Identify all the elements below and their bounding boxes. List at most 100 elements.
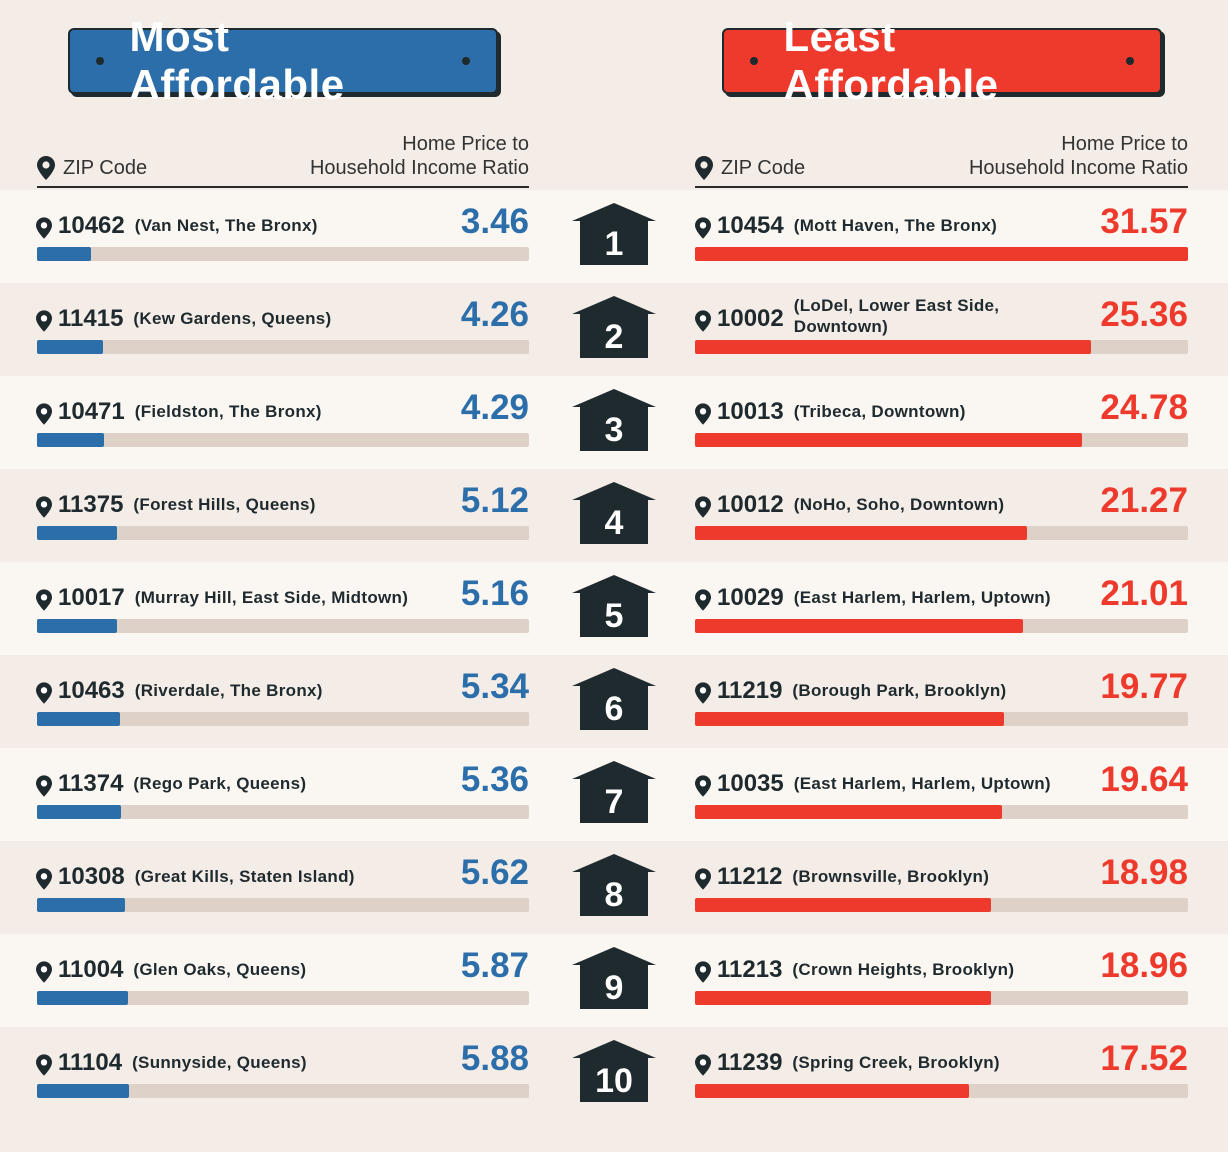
left-zip-code: 11374 — [58, 770, 124, 797]
right-neighborhood: (Spring Creek, Brooklyn) — [792, 1053, 1000, 1072]
right-zip-code: 11239 — [717, 1049, 783, 1076]
right-neighborhood: (LoDel, Lower East Side, Downtown) — [794, 295, 1000, 337]
house-shape — [572, 761, 656, 823]
banner-dot-icon — [750, 57, 758, 65]
left-zip-code: 11415 — [58, 305, 124, 332]
right-neighborhood: (NoHo, Soho, Downtown) — [793, 495, 1005, 514]
right-neighborhood: (East Harlem, Harlem, Uptown) — [793, 774, 1051, 793]
right-bar — [695, 526, 1028, 540]
left-bar-track — [37, 805, 529, 819]
house-shape — [572, 668, 656, 730]
left-zip-label: 10463 (Riverdale, The Bronx) — [58, 675, 323, 707]
left-zip-code: 11004 — [58, 956, 124, 983]
rank-number: 6 — [604, 690, 624, 728]
left-bar — [37, 805, 121, 819]
right-ratio-value: 24.78 — [1100, 388, 1188, 427]
left-zip-code: 11104 — [58, 1049, 123, 1076]
map-pin-icon — [36, 403, 52, 425]
right-neighborhood-line2: Downtown) — [793, 317, 889, 336]
right-zip-code: 10013 — [717, 398, 784, 425]
left-zip-code: 10463 — [58, 677, 125, 704]
left-bar — [37, 526, 117, 540]
left-ratio-value: 5.62 — [460, 853, 529, 892]
left-bar-track — [37, 898, 529, 912]
house-shape — [572, 854, 656, 916]
zip-code-header: ZIP Code — [695, 156, 805, 180]
map-pin-icon — [695, 868, 711, 890]
right-ratio-value: 31.57 — [1100, 202, 1188, 241]
left-zip-label: 11104 (Sunnyside, Queens) — [58, 1047, 307, 1079]
map-pin-icon — [36, 682, 52, 704]
left-zip-label: 11374 (Rego Park, Queens) — [58, 768, 306, 800]
right-zip-code: 11219 — [717, 677, 783, 704]
house-shape — [572, 296, 656, 358]
rank-number: 8 — [604, 876, 624, 914]
right-neighborhood: (Tribeca, Downtown) — [793, 402, 966, 421]
house-shape — [572, 203, 656, 265]
banner-dot-icon — [462, 57, 471, 65]
right-zip-label: 10012 (NoHo, Soho, Downtown) — [717, 489, 1004, 521]
left-ratio-value: 3.46 — [460, 202, 529, 241]
left-column-header: ZIP Code Home Price to Household Income … — [37, 133, 529, 188]
left-bar — [37, 712, 121, 726]
map-pin-icon — [695, 1054, 711, 1076]
right-zip-label: 10013 (Tribeca, Downtown) — [717, 396, 966, 428]
map-pin-icon — [695, 775, 711, 797]
right-bar-track — [695, 898, 1188, 912]
left-bar-track — [37, 526, 529, 540]
rank-house-icon: 10 — [572, 1040, 656, 1102]
right-zip-label: 11213 (Crown Heights, Brooklyn) — [717, 954, 1014, 986]
left-ratio-value: 5.34 — [460, 667, 529, 706]
rank-number: 10 — [595, 1062, 633, 1100]
right-zip-code: 11213 — [717, 956, 783, 983]
rank-house-icon: 6 — [572, 668, 656, 730]
right-neighborhood: (Brownsville, Brooklyn) — [792, 867, 990, 886]
right-bar-track — [695, 712, 1188, 726]
map-pin-icon — [36, 217, 52, 239]
right-bar-track — [695, 247, 1188, 261]
house-shape — [572, 947, 656, 1009]
most-affordable-title: Most Affordable — [129, 13, 345, 108]
zip-code-label: ZIP Code — [721, 157, 806, 179]
right-zip-label: 11219 (Borough Park, Brooklyn) — [717, 675, 1006, 707]
left-ratio-value: 4.26 — [460, 295, 529, 334]
left-bar-track — [37, 247, 529, 261]
map-pin-icon — [695, 496, 711, 518]
left-bar — [37, 991, 129, 1005]
left-neighborhood: (Fieldston, The Bronx) — [134, 402, 322, 421]
map-pin-icon — [36, 868, 52, 890]
right-ratio-value: 18.96 — [1100, 946, 1188, 985]
right-bar-track — [695, 526, 1188, 540]
map-pin-icon — [695, 310, 711, 332]
map-pin-icon — [37, 156, 55, 180]
rank-house-icon: 5 — [572, 575, 656, 637]
map-pin-icon — [36, 961, 52, 983]
left-bar — [37, 340, 104, 354]
right-neighborhood: (Mott Haven, The Bronx) — [793, 216, 998, 235]
map-pin-icon — [36, 496, 52, 518]
right-zip-code: 10002 — [717, 305, 784, 332]
left-zip-label: 11415 (Kew Gardens, Queens) — [58, 303, 332, 335]
right-zip-code: 10454 — [717, 212, 784, 239]
map-pin-icon — [695, 217, 711, 239]
map-pin-icon — [695, 589, 711, 611]
left-bar-track — [37, 712, 529, 726]
rank-house-icon: 8 — [572, 854, 656, 916]
left-neighborhood: (Sunnyside, Queens) — [132, 1053, 307, 1072]
left-zip-code: 10471 — [58, 398, 125, 425]
right-bar-track — [695, 619, 1188, 633]
right-bar — [695, 712, 1004, 726]
right-bar-track — [695, 340, 1188, 354]
left-bar — [37, 1084, 129, 1098]
left-neighborhood: (Forest Hills, Queens) — [133, 495, 316, 514]
left-ratio-value: 5.36 — [460, 760, 529, 799]
right-bar-track — [695, 1084, 1188, 1098]
rank-house-icon: 7 — [572, 761, 656, 823]
map-pin-icon — [695, 682, 711, 704]
map-pin-icon — [36, 310, 52, 332]
rank-house-icon: 3 — [572, 389, 656, 451]
house-shape — [572, 389, 656, 451]
right-bar — [695, 991, 992, 1005]
right-bar — [695, 340, 1092, 354]
ratio-header-line2: Household Income Ratio — [968, 157, 1188, 179]
